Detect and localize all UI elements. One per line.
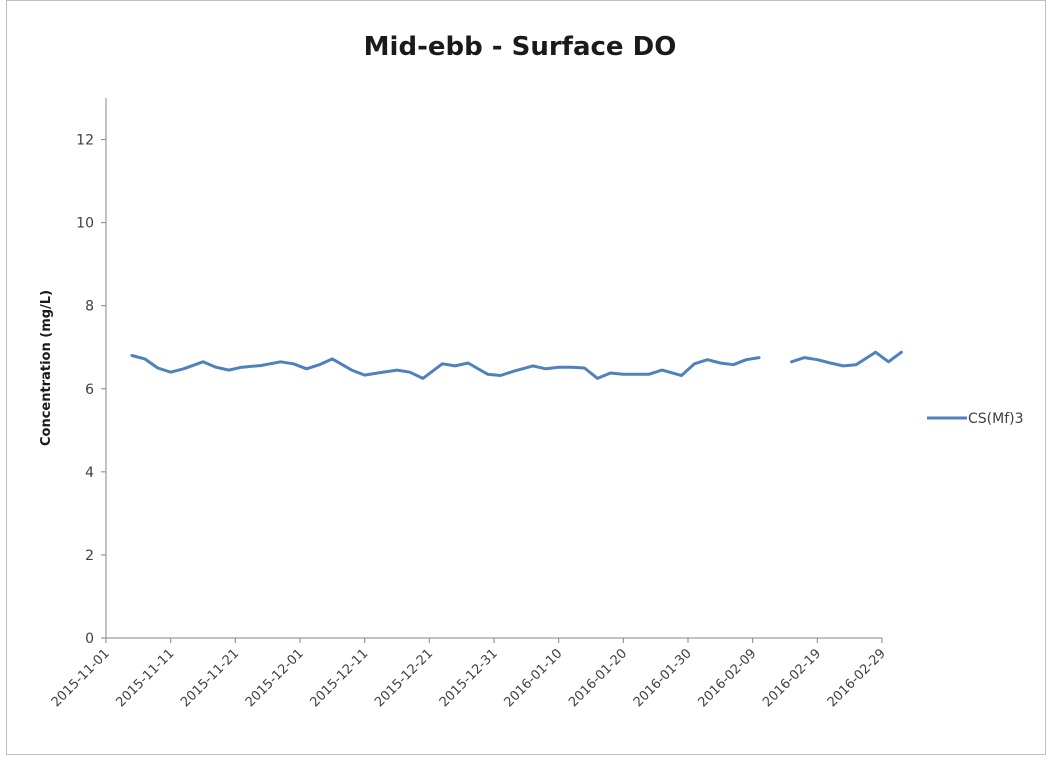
- y-tick-label: 0: [85, 631, 94, 647]
- y-tick-label: 4: [85, 465, 94, 481]
- x-tick-label: 2016-02-09: [695, 646, 759, 710]
- y-tick-label: 2: [85, 548, 94, 564]
- y-axis-label: Concentration (mg/L): [39, 290, 54, 446]
- x-tick-label: 2016-01-20: [566, 646, 630, 710]
- x-tick-label: 2015-12-11: [307, 646, 371, 710]
- y-tick-label: 8: [85, 299, 94, 315]
- x-tick-label: 2016-01-10: [501, 646, 565, 710]
- y-tick-label: 10: [76, 216, 94, 232]
- series-layer: [130, 350, 903, 380]
- series-line-cs-mf-3-segment-2: [790, 350, 903, 368]
- x-tick-label: 2016-01-30: [631, 646, 695, 710]
- series-line-cs-mf-3-segment-1: [130, 354, 761, 380]
- x-tick-label: 2015-11-11: [113, 646, 177, 710]
- chart-frame: [6, 0, 1046, 755]
- x-tick-label: 2016-02-29: [825, 646, 889, 710]
- y-axis: 0 2 4 6 8 10 12: [76, 98, 107, 647]
- x-tick-label: 2015-11-01: [49, 646, 113, 710]
- x-tick-label: 2015-12-21: [372, 646, 436, 710]
- x-tick-label: 2016-02-19: [760, 646, 824, 710]
- y-tick-label: 6: [85, 382, 94, 398]
- x-axis: 2015-11-01 2015-11-11 2015-11-21 2015-12-01…: [49, 637, 889, 710]
- legend-label-cs-mf-3: CS(Mf)3: [968, 411, 1024, 427]
- y-tick-label: 12: [76, 133, 94, 149]
- x-tick-label: 2015-11-21: [178, 646, 242, 710]
- x-tick-label: 2015-12-01: [243, 646, 307, 710]
- chart-title: Mid-ebb - Surface DO: [364, 32, 677, 62]
- legend: CS(Mf)3: [927, 411, 1024, 427]
- x-tick-label: 2015-12-31: [437, 646, 501, 710]
